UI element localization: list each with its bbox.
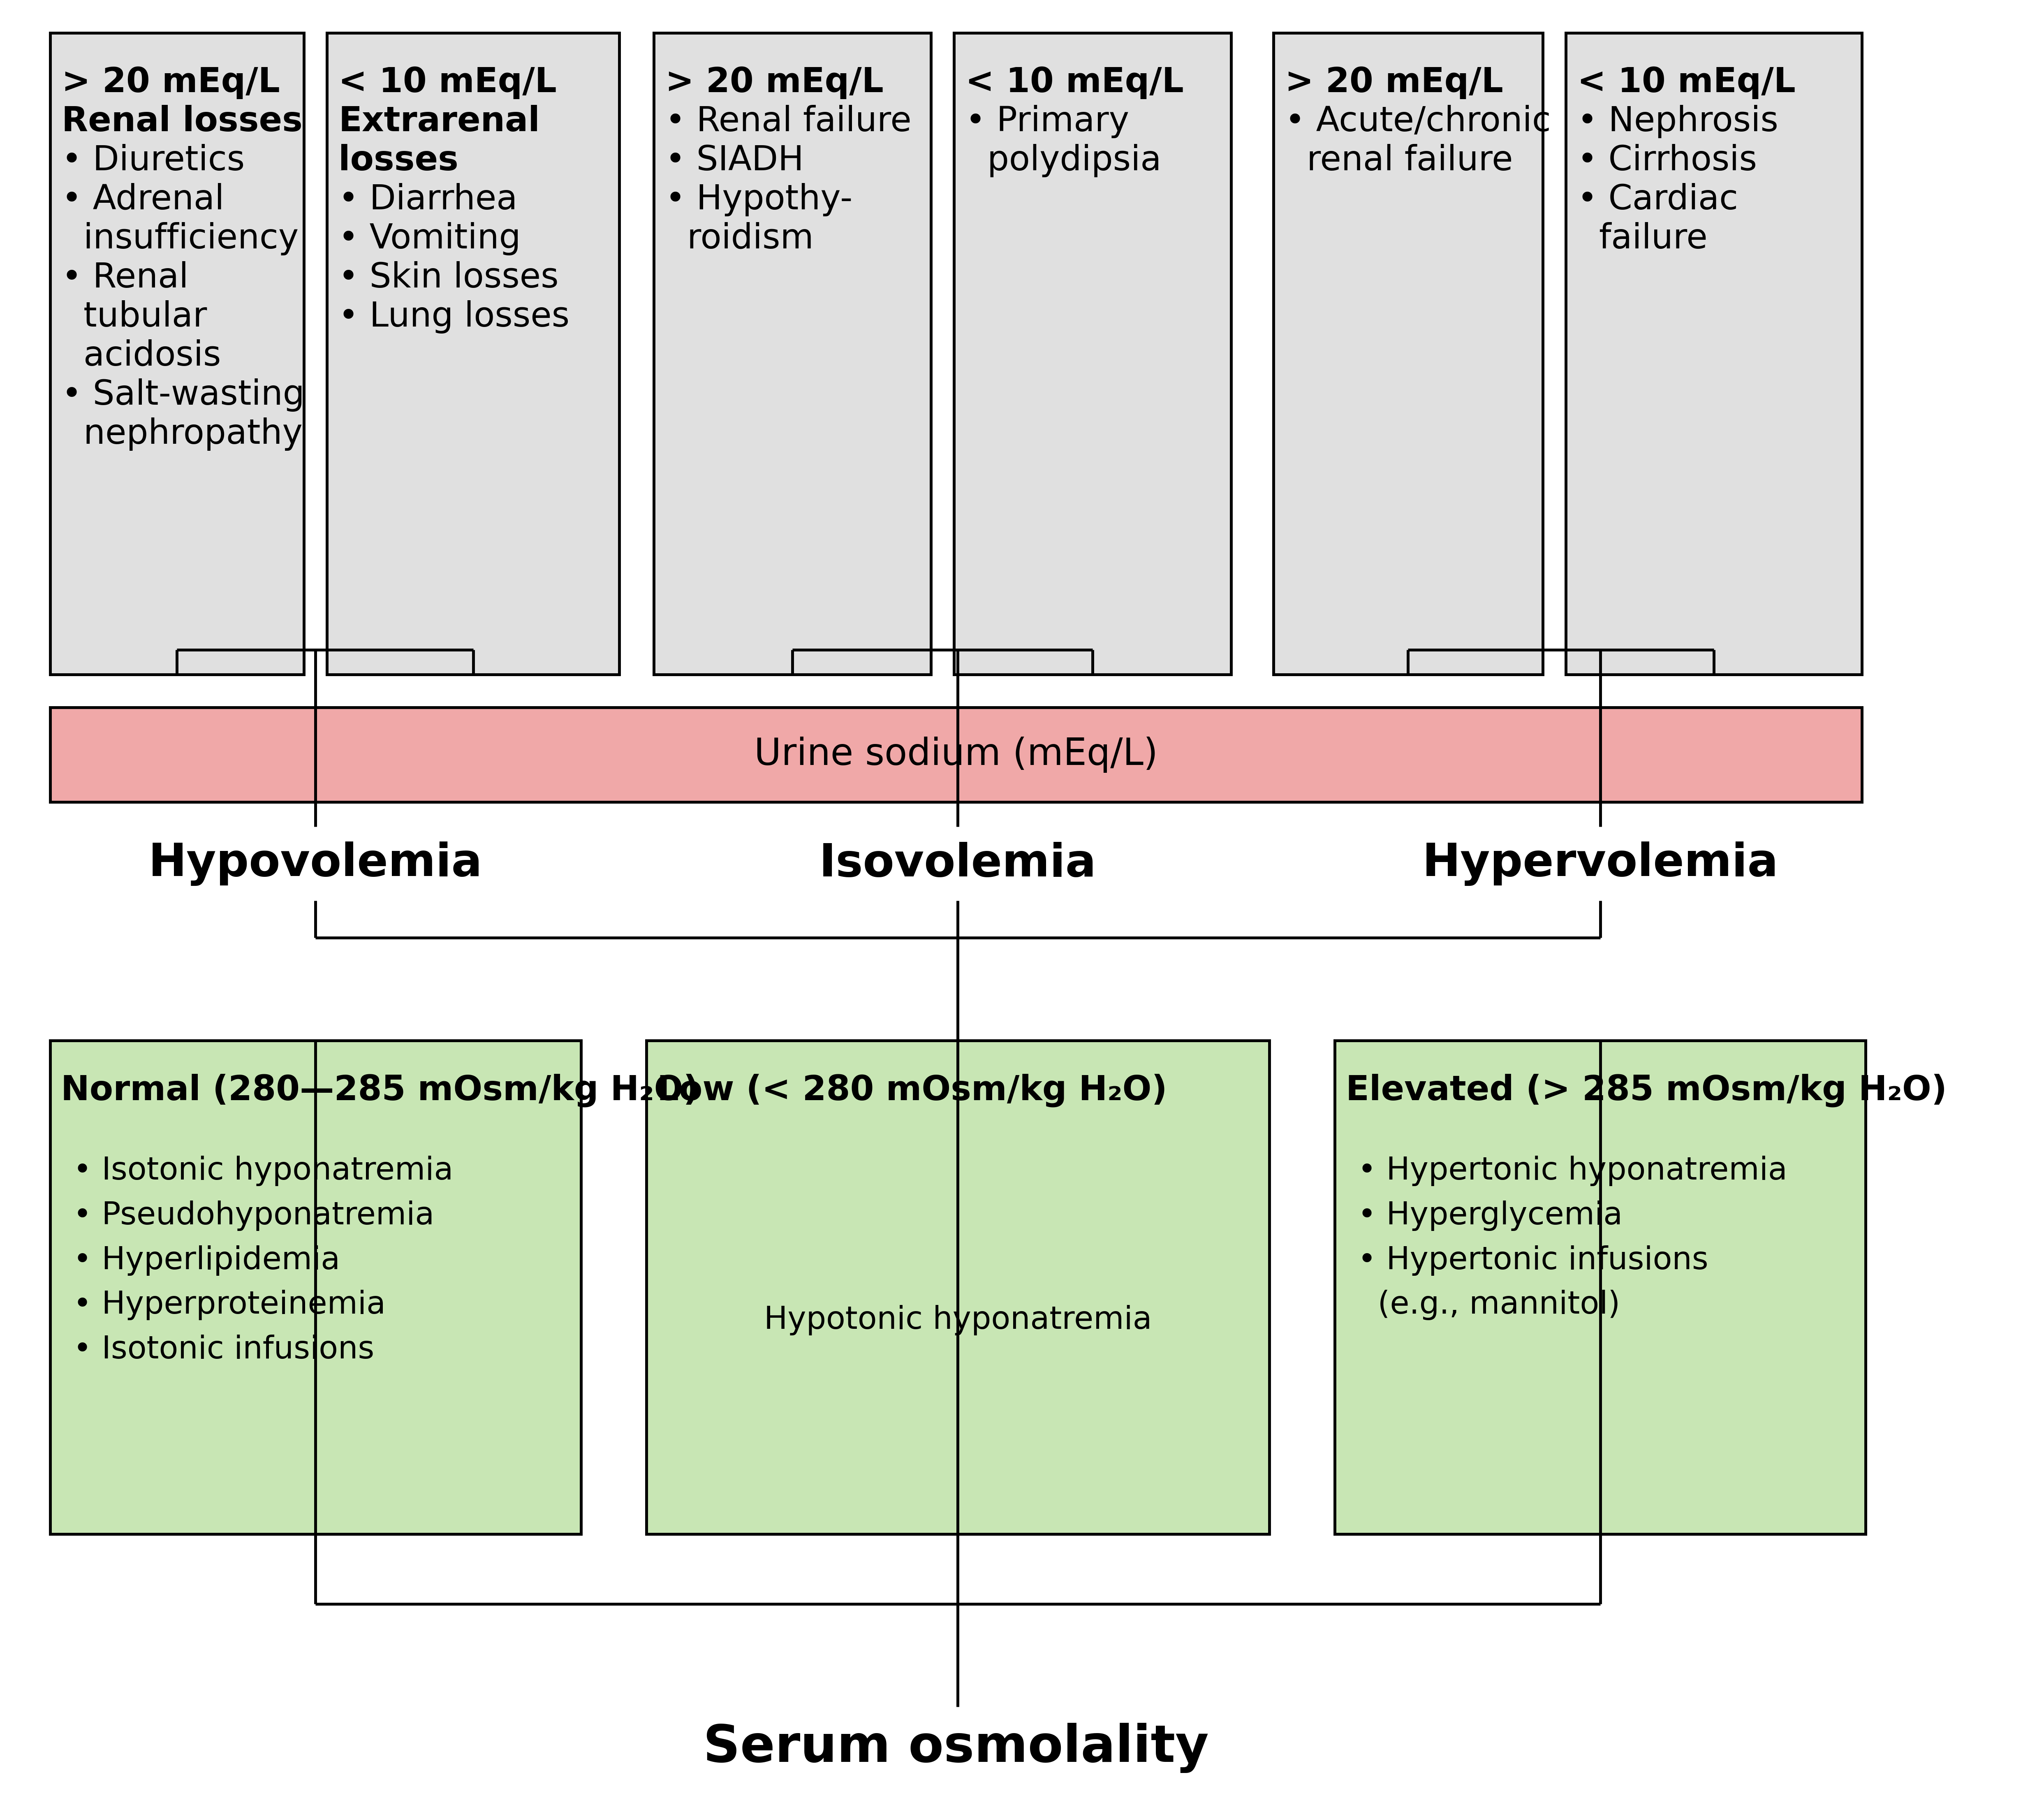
Text: Hypovolemia: Hypovolemia: [149, 842, 482, 885]
Text: • Diuretics: • Diuretics: [61, 145, 245, 177]
Text: • Cirrhosis: • Cirrhosis: [1578, 145, 1758, 177]
Text: < 10 mEq/L: < 10 mEq/L: [339, 65, 556, 100]
Text: acidosis: acidosis: [61, 338, 221, 373]
Text: • Diarrhea: • Diarrhea: [339, 183, 517, 217]
Text: • Cardiac: • Cardiac: [1578, 183, 1737, 217]
Bar: [955, 33, 1230, 675]
Text: Normal (280—285 mOsm/kg H₂O): Normal (280—285 mOsm/kg H₂O): [61, 1073, 699, 1108]
Text: Serum osmolality: Serum osmolality: [703, 1723, 1208, 1774]
Text: Extrarenal: Extrarenal: [339, 105, 540, 138]
Text: > 20 mEq/L: > 20 mEq/L: [1286, 65, 1502, 100]
Text: • Adrenal: • Adrenal: [61, 183, 225, 217]
Text: roidism: roidism: [666, 223, 814, 255]
Text: > 20 mEq/L: > 20 mEq/L: [666, 65, 883, 100]
Text: Hypotonic hyponatremia: Hypotonic hyponatremia: [764, 1305, 1153, 1336]
Text: Low (< 280 mOsm/kg H₂O): Low (< 280 mOsm/kg H₂O): [656, 1073, 1167, 1108]
Text: Elevated (> 285 mOsm/kg H₂O): Elevated (> 285 mOsm/kg H₂O): [1345, 1073, 1946, 1108]
Text: • Hypothy-: • Hypothy-: [666, 183, 852, 217]
Text: renal failure: renal failure: [1286, 145, 1513, 177]
Text: • Acute/chronic: • Acute/chronic: [1286, 105, 1551, 138]
Text: Hypervolemia: Hypervolemia: [1423, 842, 1778, 885]
Bar: [646, 1041, 1269, 1535]
Text: Isovolemia: Isovolemia: [820, 842, 1096, 885]
Text: < 10 mEq/L: < 10 mEq/L: [1578, 65, 1795, 100]
Text: losses: losses: [339, 145, 458, 177]
Text: • Renal failure: • Renal failure: [666, 105, 912, 138]
Text: • Renal: • Renal: [61, 261, 188, 295]
Text: Urine sodium (mEq/L): Urine sodium (mEq/L): [754, 737, 1157, 773]
Text: • Lung losses: • Lung losses: [339, 300, 570, 333]
Text: • Isotonic hyponatremia
• Pseudohyponatremia
• Hyperlipidemia
• Hyperproteinemia: • Isotonic hyponatremia • Pseudohyponatr…: [74, 1155, 454, 1365]
Text: tubular: tubular: [61, 300, 206, 333]
Bar: [49, 33, 305, 675]
Bar: [1273, 33, 1543, 675]
Text: nephropathy: nephropathy: [61, 418, 303, 451]
Text: • Primary: • Primary: [965, 105, 1128, 138]
Text: • SIADH: • SIADH: [666, 145, 803, 177]
Text: polydipsia: polydipsia: [965, 145, 1161, 177]
Bar: [654, 33, 930, 675]
Text: • Hypertonic hyponatremia
• Hyperglycemia
• Hypertonic infusions
  (e.g., mannit: • Hypertonic hyponatremia • Hyperglycemi…: [1357, 1155, 1788, 1319]
Bar: [327, 33, 619, 675]
Text: • Salt-wasting: • Salt-wasting: [61, 378, 305, 411]
Text: > 20 mEq/L: > 20 mEq/L: [61, 65, 280, 100]
Bar: [1566, 33, 1862, 675]
Bar: [49, 708, 1862, 802]
Bar: [49, 1041, 580, 1535]
Text: insufficiency: insufficiency: [61, 223, 298, 255]
Text: < 10 mEq/L: < 10 mEq/L: [965, 65, 1183, 100]
Text: Renal losses: Renal losses: [61, 105, 303, 138]
Text: • Skin losses: • Skin losses: [339, 261, 558, 295]
Text: failure: failure: [1578, 223, 1707, 255]
Bar: [1335, 1041, 1866, 1535]
Text: • Nephrosis: • Nephrosis: [1578, 105, 1778, 138]
Text: • Vomiting: • Vomiting: [339, 223, 521, 255]
